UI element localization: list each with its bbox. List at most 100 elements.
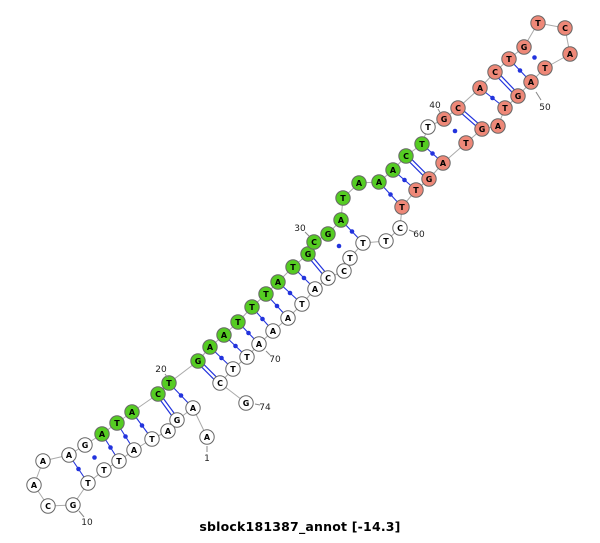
nucleotide-letter-33: T [340,194,346,203]
nucleotide-circle-10 [65,497,81,513]
nucleotide-letter-49: T [542,64,548,73]
nucleotide-letter-62: T [360,239,366,248]
nucleotide-circle-46 [530,15,546,31]
position-label-tick [78,510,85,518]
nucleotide-letter-36: A [390,166,397,175]
nucleotide-letter-26: T [263,290,269,299]
nucleotide-letter-37: C [403,152,409,161]
nucleotide-letter-58: T [413,186,419,195]
nucleotide-letter-8: T [101,466,107,475]
nucleotide-letter-5: T [149,435,155,444]
position-label-74: 74 [259,403,271,413]
position-label-tick [254,403,261,406]
nucleotide-circle-66 [307,281,323,297]
nucleotide-circle-55 [458,135,474,151]
position-label-50: 50 [539,103,551,113]
nucleotide-letter-14: A [66,451,73,460]
nucleotide-circle-58 [408,182,424,198]
nucleotide-circle-64 [336,263,352,279]
nucleotide-letter-6: A [131,446,138,455]
nucleotide-letter-59: T [399,203,405,212]
position-label-20: 20 [155,365,167,375]
nucleotide-circle-48 [562,46,578,62]
nucleotide-letter-42: A [477,84,484,93]
base-pair-dot [301,275,307,281]
nucleotide-circle-5 [144,431,160,447]
nucleotide-circle-68 [280,310,296,326]
nucleotide-circle-62 [355,235,371,251]
nucleotide-circle-19 [150,386,166,402]
nucleotide-circle-7 [111,453,127,469]
nucleotide-circle-37 [398,148,414,164]
nucleotide-circle-54 [474,121,490,137]
nucleotide-letter-1: A [204,433,211,442]
nucleotide-letter-51: G [515,92,522,101]
nucleotide-circle-52 [497,100,513,116]
nucleotide-circle-56 [435,155,451,171]
nucleotide-circle-53 [490,118,506,134]
nucleotide-letter-63: T [347,254,353,263]
position-label-tick [265,350,271,356]
nucleotide-letter-12: A [31,481,38,490]
position-label-60: 60 [413,230,425,240]
nucleotide-circle-32 [333,212,349,228]
base-pair-dot [430,151,435,156]
nucleotide-letter-3: G [174,416,181,425]
base-pair-dot [123,434,128,439]
nucleotide-circle-13 [35,453,51,469]
position-label-tick [408,229,415,233]
base-pair-dot [233,343,238,349]
position-label-30: 30 [294,224,306,234]
nucleotide-letter-16: A [99,430,106,439]
base-pair-dot [349,229,355,234]
base-pair-dot [388,192,393,197]
nucleotide-letter-54: G [479,125,486,134]
nucleotide-circle-61 [378,233,394,249]
nucleotide-letter-45: G [521,43,528,52]
nucleotide-circle-6 [126,442,142,458]
base-pair-dot [219,355,224,361]
nucleotide-letter-67: T [299,300,305,309]
nucleotide-circle-18 [124,404,140,420]
nucleotide-circle-12 [26,477,42,493]
nucleotide-letter-9: T [85,479,91,488]
nucleotide-circle-20 [161,375,177,391]
nucleotide-circle-34 [351,175,367,191]
nucleotide-letter-69: A [270,327,277,336]
nucleotide-letter-4: A [165,427,172,436]
nucleotide-circle-59 [394,199,410,215]
nucleotide-letter-21: G [195,357,202,366]
nucleotide-circle-50 [523,74,539,90]
nucleotide-letter-34: A [356,179,363,188]
nucleotide-circle-26 [258,286,274,302]
nucleotide-letter-52: T [502,104,508,113]
nucleotide-circle-1 [199,429,215,445]
nucleotide-circle-8 [96,462,112,478]
nucleotide-letter-32: A [338,216,345,225]
nucleotide-letter-2: A [190,404,197,413]
nucleotide-circle-22 [202,339,218,355]
base-pair-gt-dot [92,455,97,460]
position-label-1: 1 [204,454,210,464]
nucleotide-letter-43: C [492,68,498,77]
nucleotide-letter-72: T [230,365,236,374]
nucleotide-circle-21 [190,353,206,369]
nucleotide-letter-27: A [275,278,282,287]
nucleotide-circle-41 [450,100,466,116]
nucleotide-circle-31 [320,226,336,242]
nucleotide-circle-15 [77,437,93,453]
nucleotide-letter-23: A [221,331,228,340]
nucleotide-letter-48: A [567,50,574,59]
nucleotide-letter-19: C [155,390,161,399]
position-label-tick [304,231,310,237]
nucleotide-circle-57 [421,171,437,187]
nucleotide-letter-29: G [305,250,312,259]
base-pair-gt-dot [336,243,342,249]
base-pair-dot [139,423,145,428]
base-pair-gt-dot [452,128,458,134]
nucleotide-circle-11 [40,498,56,514]
nucleotide-circle-69 [265,323,281,339]
nucleotide-circle-4 [160,423,176,439]
